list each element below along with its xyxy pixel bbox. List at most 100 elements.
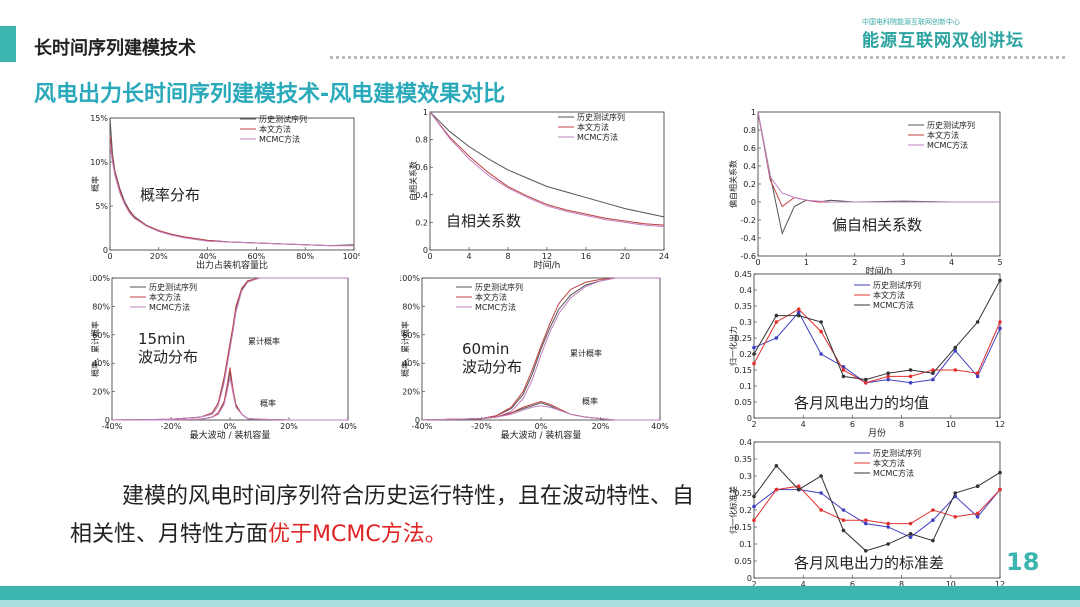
chart-svg: 0 20% 40% 60% 80% 100% 0 5% 10% 15% 出力占装机容量比 概率 历史测试… [90, 114, 360, 270]
x-tick-label: 4 [801, 420, 806, 429]
chart-autocorrelation: 0 4 8 12 16 20 24 0 0.2 0.4 0.6 0.8 1 时间/h 自相关系数 历史测试序列… [408, 106, 670, 270]
y-axis-label: 归一化标准差 [728, 486, 738, 534]
data-point [998, 326, 1002, 331]
curve-label: 概率 [260, 398, 276, 408]
y-axis-label: 归一化出力 [728, 326, 738, 366]
series-line [429, 111, 665, 226]
chart-svg: 2468101200.050.10.150.20.250.30.350.4月份归… [728, 438, 1005, 598]
data-point [819, 474, 823, 478]
series-line [421, 277, 660, 421]
y-tick-label: 10% [90, 158, 108, 167]
chart-annotation: 60min [462, 340, 509, 358]
data-point [864, 381, 868, 385]
data-point [752, 494, 756, 499]
series-line [421, 405, 660, 421]
page-number: 18 [1006, 548, 1040, 576]
y-tick-label: 0.15 [734, 523, 752, 532]
data-point [819, 491, 823, 495]
y-tick-label: 0 [105, 416, 110, 425]
logo: 中国电科院能源互联网创新中心 能源互联网双创讲坛 [860, 14, 1060, 54]
conclusion-highlight: 优于MCMC方法。 [268, 522, 447, 547]
x-tick-label: 8 [899, 420, 904, 429]
chart-svg: -40% -20% 0% 20% 40% 0 20% 40% 60% 80% 100% 最大波动 / … [90, 274, 357, 440]
legend-label: 历史测试序列 [873, 280, 921, 290]
data-point [886, 542, 890, 546]
x-tick-label: 2 [751, 580, 756, 589]
y-tick-label: 0.4 [739, 438, 752, 447]
x-tick-label: 20% [280, 422, 298, 431]
x-tick-label: 6 [850, 580, 855, 589]
data-point [841, 518, 846, 522]
data-point [931, 368, 935, 372]
curve-label: 概率 [582, 396, 598, 406]
conclusion-main: 建模的风电时间序列符合历史运行特性，且在波动特性、自相关性、月特性方面 [70, 484, 695, 547]
chart-60min-fluctuation: -40% -20% 0% 20% 40% 0 20% 40% 60% 80% 100% 最大波动 / … [400, 272, 672, 440]
data-point [886, 371, 890, 375]
conclusion-text: 建模的风电时间序列符合历史运行特性，且在波动特性、自相关性、月特性方面优于MCM… [70, 478, 710, 554]
x-axis-label: 时间/h [866, 265, 893, 276]
data-point [931, 508, 935, 512]
series-line [753, 308, 1001, 384]
y-tick-label: 0.3 [739, 318, 752, 327]
chart-15min-fluctuation: -40% -20% 0% 20% 40% 0 20% 40% 60% 80% 100% 最大波动 / … [90, 272, 360, 440]
series-line [109, 144, 354, 247]
x-tick-label: 8 [505, 252, 510, 261]
data-point [975, 511, 980, 516]
y-tick-label: -0.6 [740, 252, 756, 261]
data-point [975, 484, 980, 488]
data-point [841, 374, 846, 379]
y-tick-label: 0 [415, 416, 420, 425]
y-tick-label: 0.2 [743, 180, 756, 189]
y-tick-label: 0.1 [739, 382, 752, 391]
data-point [975, 374, 980, 379]
x-tick-label: 5 [997, 258, 1002, 267]
x-tick-label: 12 [542, 252, 552, 261]
plot-frame [109, 117, 355, 251]
chart-annotation: 偏自相关系数 [832, 216, 922, 234]
legend-label: 本文方法 [475, 292, 507, 302]
legend-label: 历史测试序列 [259, 114, 307, 124]
title-accent-bar [0, 26, 16, 62]
x-tick-label: 4 [949, 258, 954, 267]
y-tick-label: 100% [90, 274, 110, 283]
y-tick-label: 0.35 [734, 455, 752, 464]
x-tick-label: 0 [755, 258, 760, 267]
footer-bar [0, 586, 1080, 600]
legend-label: 本文方法 [149, 292, 181, 302]
data-point [998, 470, 1002, 475]
y-tick-label: 0.6 [415, 163, 428, 172]
x-tick-label: 20% [150, 252, 168, 261]
x-tick-label: -20% [471, 422, 492, 431]
data-point [931, 371, 935, 375]
data-point [953, 368, 958, 372]
series-line [753, 311, 1001, 384]
y-axis-label: 概率、累计概率 [90, 321, 100, 377]
data-point [796, 313, 801, 318]
legend-label: MCMC方法 [577, 132, 618, 142]
y-tick-label: 0.4 [415, 191, 428, 200]
y-tick-label: 40% [92, 359, 110, 368]
y-tick-label: 80% [92, 302, 110, 311]
y-tick-label: 0 [103, 246, 108, 255]
y-tick-label: 0 [747, 414, 752, 423]
y-tick-label: 5% [95, 202, 108, 211]
data-point [774, 320, 779, 324]
x-tick-label: -40% [412, 422, 433, 431]
x-tick-label: 6 [850, 420, 855, 429]
series-line [757, 111, 1000, 203]
logo-small-text: 中国电科院能源互联网创新中心 [862, 18, 960, 26]
x-tick-label: 40% [339, 422, 357, 431]
data-point [752, 345, 756, 350]
series-line [111, 277, 348, 421]
data-point [841, 508, 846, 512]
data-point [864, 521, 868, 526]
legend-label: 历史测试序列 [475, 282, 523, 292]
y-tick-label: 0.4 [743, 162, 756, 171]
y-axis-label: 偏自相关系数 [728, 160, 738, 208]
chart-partial-autocorrelation: 0 1 2 3 4 5 -0.6 -0.4 -0.2 0 0.2 0.4 0.6 0.8 1 时间/h 偏自相关… [728, 106, 1006, 276]
chart-annotation: 波动分布 [138, 348, 198, 366]
data-point [819, 329, 823, 334]
y-tick-label: 0.05 [734, 398, 752, 407]
data-point [886, 525, 890, 529]
x-tick-label: 60% [248, 252, 266, 261]
